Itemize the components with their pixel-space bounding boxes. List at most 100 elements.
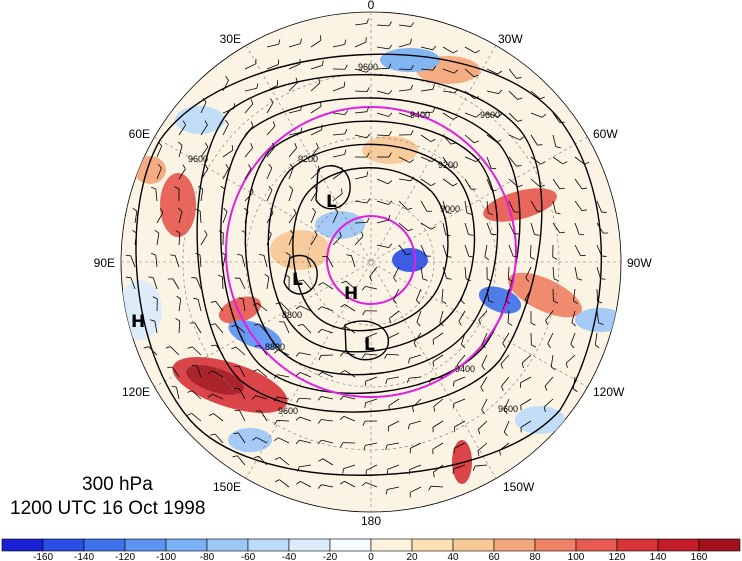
wind-barb-flag: [182, 164, 186, 170]
wind-barb-flag: [340, 304, 346, 308]
graticule: [121, 12, 621, 512]
wind-barb: [552, 156, 564, 165]
wind-barb-flag: [555, 212, 561, 215]
wind-barb-flag: [544, 385, 548, 391]
wind-barb: [300, 480, 312, 488]
wind-barb: [594, 332, 598, 345]
wind-barb-flag: [388, 44, 393, 50]
wind-barb-flag: [474, 96, 480, 100]
wind-barb: [365, 398, 378, 404]
wind-barb-flag: [298, 279, 304, 282]
wind-barb-flag: [388, 63, 392, 69]
lon-label-30w: 30W: [498, 32, 523, 46]
wind-barb: [215, 344, 224, 356]
colorbar-segment: [329, 538, 372, 552]
wind-barb: [310, 147, 319, 158]
wind-barb-flag: [340, 188, 343, 194]
wind-barb-flag: [541, 113, 547, 118]
wind-barb-flag: [339, 231, 342, 237]
wind-barb-flag: [430, 182, 436, 187]
wind-barb: [376, 244, 389, 249]
wind-barb: [366, 464, 378, 471]
wind-barb: [530, 112, 543, 118]
wind-barb-flag: [165, 346, 171, 349]
colorbar-tick-label: 140: [650, 552, 667, 561]
colorbar-tick-label: 0: [368, 552, 374, 561]
wind-barb-flag: [231, 324, 237, 328]
wind-barb-flag: [410, 64, 414, 70]
wind-barb-flag: [406, 253, 412, 256]
wind-barb: [299, 305, 312, 312]
wind-barb-flag: [225, 76, 229, 81]
wind-barb-flag: [211, 344, 217, 347]
wind-barb-flag: [297, 323, 303, 327]
wind-barb: [464, 156, 477, 163]
title-level: 300 hPa: [82, 474, 153, 495]
wind-barb-flag: [433, 406, 436, 412]
wind-barb: [398, 200, 408, 210]
wind-barb-flag: [237, 253, 243, 256]
wind-barb: [432, 354, 444, 362]
wind-barb: [543, 398, 554, 408]
wind-barb-flag: [205, 164, 209, 170]
wind-barb: [288, 167, 294, 180]
wind-barb: [552, 134, 557, 147]
wind-barb-flag: [340, 442, 344, 448]
wind-barb-flag: [481, 365, 486, 371]
wind-barb-flag: [507, 322, 513, 326]
wind-barb-flag: [254, 345, 260, 347]
wind-barb-flag: [339, 395, 344, 401]
wind-barb: [486, 288, 490, 301]
wind-barb-flag: [366, 133, 371, 139]
wind-barb-flag: [125, 254, 131, 257]
wind-barb: [431, 485, 444, 488]
wind-barb-flag: [289, 163, 294, 169]
wind-barb-flag: [285, 252, 291, 256]
wind-barb: [376, 134, 390, 136]
wind-barb: [171, 366, 180, 378]
high-center: H: [131, 312, 145, 332]
wind-barb-flag: [481, 409, 485, 414]
contour-label: 9600: [278, 406, 298, 416]
wind-barb: [387, 376, 400, 380]
wind-barb-flag: [270, 98, 274, 103]
wind-barb-flag: [410, 84, 413, 90]
wind-barb: [387, 464, 400, 470]
contour-label: 9400: [455, 364, 475, 374]
wind-barb: [343, 464, 356, 469]
wind-barb: [453, 464, 466, 470]
wind-barb: [386, 353, 400, 356]
wind-barb-flag: [473, 140, 479, 144]
wind-barb-flag: [517, 119, 523, 122]
wind-barb: [288, 43, 301, 48]
wind-barb: [238, 366, 246, 378]
wind-barb-flag: [342, 468, 344, 474]
wind-barb: [442, 200, 447, 213]
wind-barb-flag: [410, 113, 415, 118]
wind-barb: [420, 178, 432, 187]
wind-barb: [277, 396, 290, 400]
lon-label-30e: 30E: [220, 32, 241, 46]
wind-barb-flag: [274, 457, 280, 460]
wind-barb-flag: [452, 116, 458, 120]
wind-barb: [454, 420, 466, 428]
wind-barb-flag: [341, 166, 344, 172]
wind-barb-flag: [221, 251, 226, 256]
wind-barb: [170, 346, 180, 356]
wind-barb-flag: [295, 77, 298, 83]
wind-barb: [376, 178, 389, 185]
wind-barb: [178, 233, 181, 246]
wind-barb: [505, 288, 510, 301]
wind-barb-flag: [178, 141, 183, 146]
wind-barb: [178, 124, 186, 136]
wind-barb-flag: [516, 77, 522, 79]
wind-barb-flag: [524, 299, 529, 304]
wind-barb: [573, 288, 576, 301]
wind-barb-flag: [277, 59, 280, 65]
wind-barb-flag: [204, 120, 208, 126]
wind-barb-flag: [208, 413, 214, 416]
longitude-labels: 0 30W 60W 90W 120W 150W 180 150E 120E 90…: [94, 0, 653, 528]
wind-barb-flag: [191, 364, 197, 367]
wind-barb: [507, 310, 510, 323]
wind-barb: [155, 255, 158, 268]
